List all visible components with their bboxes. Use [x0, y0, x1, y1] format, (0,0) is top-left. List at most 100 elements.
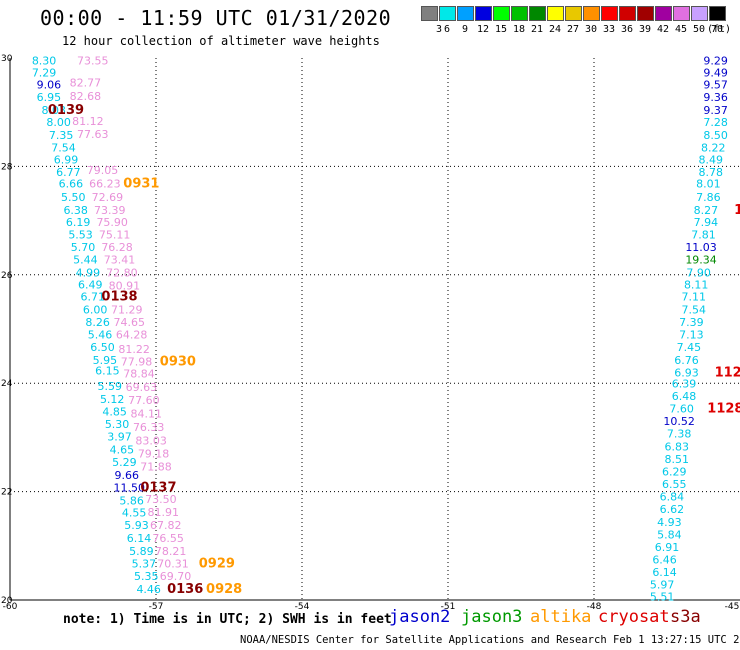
- wave-height-value: 4.85: [102, 405, 127, 418]
- y-tick-label: 24: [1, 379, 13, 389]
- pass-time-label: 0138: [101, 289, 137, 304]
- wave-height-value: 6.76: [674, 354, 699, 367]
- wave-height-value: 5.86: [119, 494, 144, 507]
- wave-height-value: 64.28: [116, 328, 148, 341]
- wave-height-value: 6.14: [127, 532, 152, 545]
- wave-height-value: 84.11: [131, 408, 163, 421]
- wave-height-value: 69.63: [126, 381, 158, 394]
- pass-time-label: 0136: [167, 582, 203, 597]
- wave-height-value: 6.29: [662, 466, 687, 479]
- legend-jason2: jason2: [389, 607, 451, 627]
- wave-height-value: 8.22: [701, 141, 726, 154]
- wave-height-value: 5.12: [100, 393, 125, 406]
- pass-time-label: 0931: [123, 177, 159, 192]
- wave-height-value: 5.53: [68, 229, 93, 242]
- wave-height-value: 5.59: [98, 380, 123, 393]
- wave-height-value: 82.68: [70, 90, 102, 103]
- pass-time-label: 1127: [715, 365, 740, 380]
- wave-height-value: 7.54: [682, 303, 707, 316]
- wave-height-value: 6.49: [78, 279, 103, 292]
- scale-swatch: [673, 6, 690, 21]
- scale-label: 27: [566, 24, 580, 35]
- scale-swatch: [655, 6, 672, 21]
- wave-height-value: 4.65: [110, 443, 135, 456]
- scale-swatch: [583, 6, 600, 21]
- legend-cryosat: cryosat: [598, 607, 670, 627]
- scale-swatch: [565, 6, 582, 21]
- pass-time-label: 1127: [734, 203, 740, 218]
- wave-height-value: 8.26: [85, 316, 110, 329]
- wave-height-value: 7.39: [679, 316, 704, 329]
- wave-height-value: 7.86: [696, 191, 721, 204]
- wave-height-value: 81.12: [72, 115, 104, 128]
- scale-label: 30: [584, 24, 598, 35]
- wave-height-value: 19.34: [685, 254, 717, 267]
- wave-height-value: 73.50: [145, 493, 177, 506]
- wave-height-value: 5.93: [124, 519, 149, 532]
- wave-height-value: 6.50: [90, 341, 115, 354]
- scale-swatch: [619, 6, 636, 21]
- wave-height-value: 7.13: [679, 328, 704, 341]
- scale-swatch: [421, 6, 438, 21]
- wave-height-value: 8.78: [699, 166, 724, 179]
- wave-height-value: 8.50: [703, 129, 728, 142]
- wave-height-value: 4.55: [122, 507, 147, 520]
- wave-height-value: 66.23: [89, 178, 121, 191]
- wave-height-value: 4.93: [657, 516, 682, 529]
- wave-height-value: 10.52: [663, 415, 695, 428]
- wave-height-value: 7.60: [669, 403, 694, 416]
- x-tick-label: -51: [441, 602, 456, 612]
- wave-height-value: 77.60: [128, 394, 160, 407]
- wave-height-value: 7.90: [686, 267, 711, 280]
- x-tick-label: -48: [587, 602, 602, 612]
- wave-height-value: 6.77: [56, 166, 81, 179]
- wave-height-value: 5.37: [132, 558, 157, 571]
- data-points: 8.30 73.557.2982.779.0682.686.958.0301398…: [32, 55, 740, 604]
- x-tick-label: -60: [3, 602, 18, 612]
- wave-height-value: 6.38: [63, 204, 88, 217]
- wave-height-value: 75.90: [96, 216, 128, 229]
- scale-swatch: [709, 6, 726, 21]
- scale-label: 18: [512, 24, 526, 35]
- scale-label: 70: [710, 24, 724, 35]
- wave-height-value: 82.77: [70, 76, 102, 89]
- axis-frame: [9, 58, 740, 601]
- wave-height-value: 70.31: [157, 558, 189, 571]
- pass-time-label: 0928: [206, 582, 242, 597]
- wave-height-value: 5.30: [105, 418, 130, 431]
- footer-note: note: 1) Time is in UTC; 2) SWH is in fe…: [63, 612, 392, 627]
- scale-label: 3: [435, 24, 443, 35]
- y-tick-label: 20: [1, 596, 13, 606]
- wave-height-value: 8.51: [664, 453, 689, 466]
- scale-label: 24: [548, 24, 562, 35]
- legend-altika: altika: [530, 607, 592, 627]
- wave-height-value: 5.46: [88, 328, 113, 341]
- scale-swatch: [439, 6, 456, 21]
- pass-time-label: 0139: [48, 103, 84, 118]
- wave-height-value: 6.19: [66, 216, 91, 229]
- pass-time-label: 0930: [160, 355, 196, 370]
- wave-height-value: 7.94: [694, 216, 719, 229]
- wave-height-value: 80.91: [109, 280, 141, 293]
- wave-height-value: 6.15: [95, 365, 120, 378]
- y-tick-label: 30: [1, 54, 13, 64]
- wave-height-value: 6.48: [672, 390, 697, 403]
- scale-swatch: [457, 6, 474, 21]
- grid-lines: [10, 58, 740, 600]
- wave-height-value: 8.03: [42, 104, 67, 117]
- wave-height-value: 5.89: [129, 545, 154, 558]
- wave-height-value: 6.95: [37, 91, 62, 104]
- wave-height-value: 5.51: [650, 591, 675, 604]
- wave-height-value: 11.03: [685, 241, 717, 254]
- wave-height-value: 9.29: [703, 55, 728, 68]
- wave-height-value: 8.01: [696, 178, 721, 191]
- wave-height-value: 81.91: [148, 506, 180, 519]
- scale-swatch: [529, 6, 546, 21]
- wave-height-value: 5.29: [112, 456, 137, 469]
- wave-height-value: 6.83: [664, 441, 689, 454]
- scale-label: 21: [530, 24, 544, 35]
- wave-height-value: 9.37: [703, 104, 728, 117]
- wave-height-value: 6.00: [83, 303, 108, 316]
- wave-height-value: 74.65: [113, 316, 145, 329]
- wave-height-value: 6.39: [672, 378, 697, 391]
